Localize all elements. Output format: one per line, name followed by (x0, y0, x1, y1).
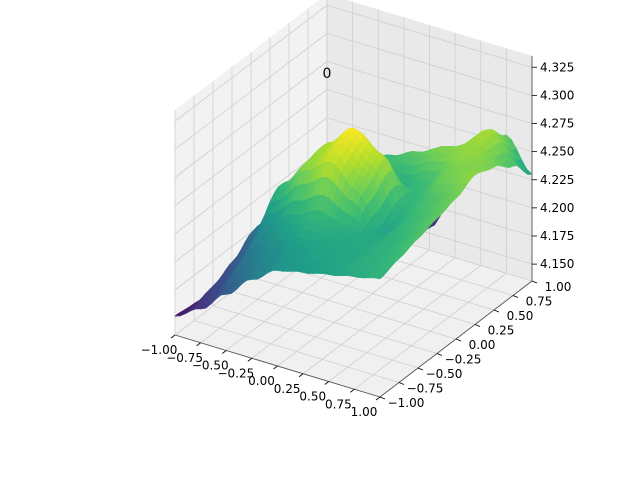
floor-gridline-y (250, 276, 457, 340)
x-tick-mark (196, 342, 201, 347)
z-tick-label: 4.325 (540, 60, 574, 74)
x-tick-mark (247, 357, 253, 362)
x-tick-mark (350, 388, 355, 393)
x-tick-label: −0.25 (217, 366, 254, 380)
y-tick-label: −0.25 (445, 353, 482, 367)
y-tick-mark (512, 295, 519, 298)
floor-gridline-y (212, 305, 419, 369)
surface-facet (374, 274, 385, 280)
left-gridline-z (174, 117, 328, 235)
floor-gridline-y (231, 291, 438, 354)
y-tick-mark (531, 280, 538, 284)
x-tick-label: −0.75 (166, 351, 203, 365)
x-tick-mark (273, 365, 278, 370)
left-gridline-z (174, 145, 328, 263)
x-tick-label: 0.25 (274, 382, 301, 396)
x-tick-mark (375, 396, 381, 401)
x-tick-label: −1.00 (141, 343, 178, 357)
chart-title: 0 (323, 66, 332, 82)
y-tick-mark (417, 367, 424, 371)
back-gridline-z (326, 4, 533, 68)
y-tick-label: −1.00 (388, 396, 425, 410)
y-tick-mark (398, 382, 405, 385)
x-tick-mark (298, 373, 304, 378)
x-tick-mark (222, 350, 227, 354)
left-gridline-z (174, 33, 328, 150)
y-tick-mark (493, 309, 500, 313)
z-tick-label: 4.200 (540, 201, 574, 215)
back-gridline-z (326, 61, 533, 124)
z-tick-label: 4.250 (540, 145, 574, 159)
x-tick-label: −0.50 (192, 359, 229, 373)
z-tick-label: 4.150 (540, 257, 574, 271)
z-tick-label: 4.300 (540, 88, 574, 102)
left-gridline-z (174, 61, 328, 178)
y-tick-label: 0.75 (526, 295, 553, 309)
x-tick-mark (170, 334, 176, 339)
x-tick-label: 0.75 (325, 397, 352, 411)
back-gridline-z (326, 32, 533, 96)
z-tick-label: 4.225 (540, 173, 574, 187)
back-gridline-z (326, 117, 533, 181)
axis-ticks: −1.00−0.75−0.50−0.250.000.250.500.751.00… (141, 60, 575, 419)
x-tick-label: 1.00 (351, 405, 378, 419)
x-tick-mark (324, 381, 329, 385)
x-tick-label: 0.00 (248, 374, 275, 388)
x-tick-label: 0.50 (299, 390, 326, 404)
y-tick-label: 0.25 (488, 324, 515, 338)
y-tick-label: 0.00 (469, 338, 496, 352)
y-tick-mark (436, 353, 443, 356)
z-tick-label: 4.275 (540, 117, 574, 131)
floor-gridline-y (193, 320, 400, 383)
y-tick-label: −0.75 (407, 382, 444, 396)
y-tick-mark (455, 338, 462, 342)
y-tick-label: 1.00 (545, 280, 572, 294)
left-gridline-z (174, 4, 328, 122)
y-tick-label: 0.50 (507, 309, 534, 323)
left-gridline-z (174, 89, 328, 206)
y-tick-label: −0.50 (426, 367, 463, 381)
y-tick-mark (474, 324, 481, 327)
surface-mesh (174, 127, 533, 317)
y-tick-mark (379, 396, 386, 400)
z-tick-label: 4.175 (540, 229, 574, 243)
